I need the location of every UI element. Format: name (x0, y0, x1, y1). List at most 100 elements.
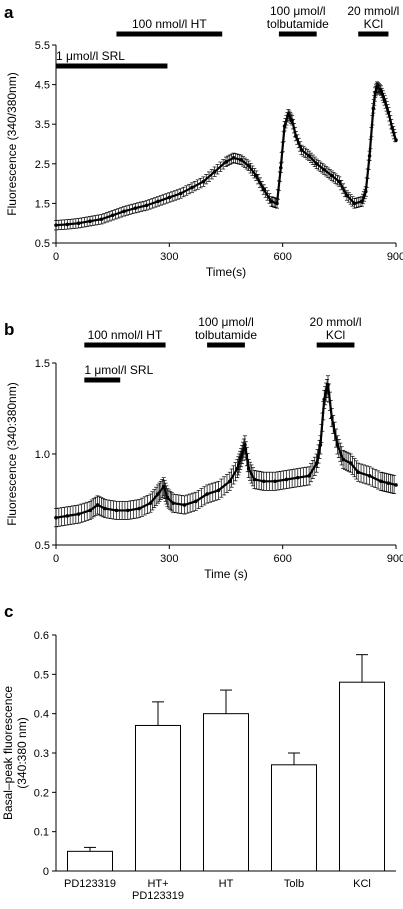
data-point (348, 461, 353, 465)
chart-panel-c: 0 0.1 0.2 0.3 0.4 0.5 0.6 Basal–peak fluorescen… (1, 630, 396, 902)
treatment-bar (316, 342, 355, 348)
data-point (375, 84, 379, 89)
data-point (269, 199, 274, 204)
bar (271, 764, 317, 872)
data-point (201, 179, 206, 184)
data-point (278, 165, 283, 170)
data-point (95, 503, 100, 507)
data-point (394, 138, 398, 142)
y-tick-label: 0.1 (34, 827, 49, 839)
treatment-label: 100 μmol/l tolbutamide (195, 315, 257, 342)
data-point (171, 501, 175, 505)
data-point (335, 443, 340, 447)
data-point (137, 506, 141, 511)
treatment-label: 1 μmol/l SRL (84, 363, 153, 377)
data-point (322, 167, 327, 172)
data-point (99, 217, 104, 222)
series-line (55, 384, 397, 519)
data-point (275, 201, 279, 206)
data-point (284, 477, 289, 482)
treatment-label: 20 mmol/l KCl (347, 4, 399, 31)
treatment-bar (207, 342, 245, 348)
data-point (88, 508, 92, 513)
y-axis-label: Fluorescence (340/380nm) (5, 72, 19, 215)
data-point (148, 501, 153, 505)
data-point (314, 162, 319, 166)
data-point (178, 191, 183, 196)
data-point (182, 503, 187, 507)
data-point (133, 206, 138, 210)
bar (135, 724, 181, 872)
data-point (76, 221, 81, 225)
x-tick-label: 900 (387, 251, 403, 263)
data-point (294, 134, 298, 138)
y-axis-label: (340:380 nm) (15, 717, 29, 788)
treatment-label: 100 μmol/l tolbutamide (267, 4, 329, 31)
data-point (318, 443, 323, 447)
treatment-label: 1 μmol/l SRL (56, 49, 125, 63)
y-tick-label: 0 (43, 866, 49, 878)
y-tick-label: 3.5 (35, 119, 50, 131)
data-point (205, 492, 209, 496)
data-point (54, 223, 58, 227)
y-tick-label: 4.5 (35, 80, 50, 92)
x-tick-label: 300 (160, 251, 178, 263)
data-point (156, 492, 160, 496)
y-tick-label: 0.5 (35, 238, 50, 250)
data-point (345, 193, 349, 198)
data-point (360, 199, 364, 204)
chart-panel-b: 0 300 600 900 0.5 1.0 1.5 Time (s) Fluorescence … (5, 315, 403, 581)
data-point (329, 415, 334, 420)
data-point (239, 455, 243, 460)
data-point (371, 106, 376, 111)
x-tick-label: 300 (160, 553, 178, 565)
x-tick-label: 900 (387, 553, 403, 565)
data-point (252, 477, 257, 482)
data-point (295, 475, 300, 480)
data-point (341, 457, 345, 462)
treatment-bar (116, 31, 223, 37)
bar (339, 681, 385, 872)
data-point (329, 173, 334, 178)
data-point (193, 499, 198, 504)
x-axis-label: Time (s) (204, 567, 248, 581)
treatment-label: 20 mmol/l KCl (310, 315, 362, 342)
data-point (224, 160, 228, 164)
data-point (386, 481, 391, 485)
data-point (212, 169, 217, 174)
x-tick-label: 0 (53, 553, 59, 565)
data-point (373, 90, 378, 95)
data-point (282, 124, 287, 128)
data-point (54, 515, 58, 520)
treatment-bar (84, 342, 166, 348)
data-point (379, 88, 383, 93)
category-label: HT+ PD123319 (132, 878, 184, 902)
treatment-bar (358, 31, 389, 37)
y-tick-label: 0.2 (34, 787, 49, 799)
data-point (65, 222, 70, 227)
data-point (88, 219, 92, 224)
y-tick-label: 5.5 (35, 40, 50, 52)
data-point (156, 199, 160, 204)
data-point (386, 110, 391, 115)
data-point (379, 479, 383, 484)
panel-letter-c: c (4, 602, 13, 621)
y-tick-label: 0.3 (34, 748, 49, 760)
data-point (231, 156, 236, 160)
data-point (167, 195, 172, 200)
data-point (261, 479, 266, 484)
data-point (307, 154, 311, 158)
data-point (367, 474, 372, 478)
treatment-label: 100 nmol/l HT (132, 17, 207, 31)
data-point (239, 158, 243, 162)
data-point (326, 383, 330, 387)
bar (67, 850, 113, 872)
data-point (352, 201, 357, 206)
y-tick-label: 0.4 (34, 709, 49, 721)
data-point (307, 474, 311, 478)
y-axis-label: Fluorescence (340:380nm) (5, 382, 19, 525)
x-axis-label: Time(s) (206, 265, 246, 279)
data-point (144, 203, 149, 208)
y-axis-label: Basal–peak fluorescence (1, 686, 15, 820)
